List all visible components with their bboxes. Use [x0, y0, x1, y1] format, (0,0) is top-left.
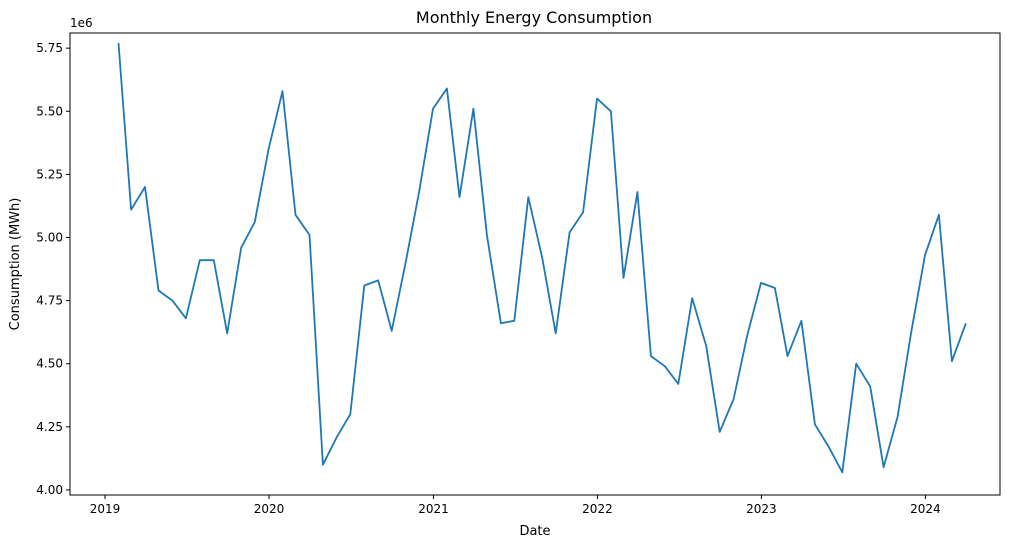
y-tick-label: 5.75 — [36, 41, 63, 55]
series-line — [117, 43, 967, 474]
plot-frame — [69, 32, 1001, 496]
y-tick-label: 4.25 — [36, 420, 63, 434]
y-tick-label: 4.75 — [36, 294, 63, 308]
plot-area — [117, 43, 967, 474]
chart-title: Monthly Energy Consumption — [416, 8, 652, 27]
y-tick-label: 5.00 — [36, 230, 63, 244]
x-axis-title: Date — [519, 524, 550, 539]
x-tick-label: 2023 — [746, 502, 777, 516]
y-axis-title: Consumption (MWh) — [8, 198, 23, 331]
y-tick-label: 5.25 — [36, 167, 63, 181]
y-offset-label: 1e6 — [70, 16, 93, 30]
y-axis: 4.00 4.25 4.50 4.75 5.00 5.25 5.50 5.75 — [36, 41, 70, 497]
x-tick-label: 2020 — [254, 502, 285, 516]
y-tick-label: 4.00 — [36, 483, 63, 497]
x-axis: 2019 2020 2021 2022 2023 2024 — [90, 495, 941, 516]
x-tick-label: 2019 — [90, 502, 121, 516]
x-tick-label: 2024 — [910, 502, 941, 516]
x-tick-label: 2022 — [582, 502, 613, 516]
y-tick-label: 5.50 — [36, 104, 63, 118]
y-tick-label: 4.50 — [36, 357, 63, 371]
x-tick-label: 2021 — [418, 502, 449, 516]
